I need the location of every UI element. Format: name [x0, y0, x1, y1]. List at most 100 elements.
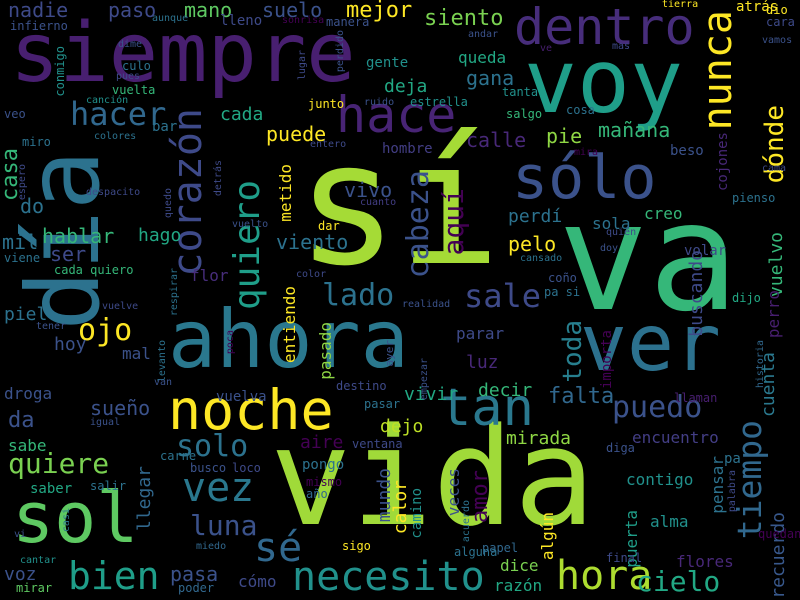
word-piel: piel [4, 304, 48, 325]
word-ojo: ojo [78, 313, 133, 348]
word-queda: queda [458, 48, 507, 67]
word-cara: cara [766, 15, 795, 29]
word-flores: flores [676, 552, 734, 571]
word-tierra: tierra [662, 0, 699, 10]
word-lleno: lleno [220, 13, 263, 29]
word-color: color [296, 269, 327, 280]
word-dime: dime [118, 39, 143, 50]
word-cielo: cielo [636, 565, 721, 598]
word-puedo: puedo [612, 390, 703, 425]
word-deja: deja [384, 76, 428, 97]
word-vi: vi [14, 529, 27, 540]
word-sueno: sueño [90, 396, 151, 420]
word-perro: perro [764, 290, 783, 339]
word-veo: veo [4, 107, 26, 121]
word-mil: mil [2, 230, 39, 254]
word-importa: importa [599, 330, 615, 390]
word-papel: papel [482, 541, 519, 555]
word-vuelva: vuelva [216, 389, 267, 405]
word-vida: vida [270, 399, 596, 556]
word-busco: busco [190, 461, 227, 475]
word-infierno: infierno [10, 19, 68, 33]
word-ayer: ayer [383, 340, 396, 367]
word-hora: hora [556, 553, 653, 599]
word-beso: beso [670, 143, 704, 159]
word-camino: camino [409, 488, 425, 539]
word-siento: siento [424, 6, 504, 31]
word-pues: pues [116, 71, 141, 82]
word-voy: voy [524, 30, 683, 133]
word-estrella: estrella [410, 95, 468, 109]
word-gente: gente [366, 55, 409, 71]
word-mejor: mejor [346, 0, 413, 23]
word-veces: veces [444, 468, 463, 517]
word-conmigo: conmigo [53, 46, 67, 97]
word-pongo: pongo [302, 457, 345, 473]
word-doy: doy [600, 243, 619, 254]
word-pa: pa [724, 451, 741, 467]
word-aqui: aquí [437, 188, 470, 256]
word-manana: mañana [598, 118, 671, 142]
word-cancion: canción [86, 95, 129, 106]
word-ruido: ruido [364, 97, 395, 108]
word-ver: ver [580, 299, 721, 389]
word-cansado: cansado [520, 253, 563, 264]
word-voz: voz [4, 564, 37, 585]
word-aunque: aunque [152, 13, 189, 24]
word-amor: amor [468, 470, 493, 523]
word-algun: algún [538, 512, 557, 561]
word-metido: metido [276, 164, 295, 222]
word-vuelta: vuelta [112, 83, 156, 97]
word-loco: loco [232, 461, 261, 475]
word-cabeza: cabeza [401, 170, 436, 279]
word-levanto: levanto [157, 340, 168, 383]
word-solo: solo [176, 429, 249, 464]
word-necesito: necesito [292, 554, 485, 600]
word-razon: razón [494, 576, 543, 595]
word-perdi: perdí [508, 206, 563, 227]
word-hombre: hombre [382, 141, 433, 157]
word-pienso: pienso [732, 191, 776, 205]
word-detras: detrás [213, 160, 224, 197]
word-cojones: cojones [715, 132, 731, 192]
word-nadie: nadie [8, 0, 69, 22]
word-mismo: mismo [306, 475, 343, 489]
word-viento: viento [276, 230, 349, 254]
word-creo: creo [644, 204, 683, 223]
word-sola: sola [592, 214, 631, 233]
word-flor: flor [190, 266, 229, 285]
word-cosa: cosa [566, 103, 595, 117]
word-droga: droga [4, 384, 53, 403]
word-ahora: ahora [168, 293, 409, 386]
word-historia: historia [755, 340, 766, 389]
word-hoy: hoy [54, 334, 87, 355]
word-pa-si: pa si [544, 285, 581, 299]
word-sigo: sigo [342, 539, 371, 553]
word-vuelve: vuelve [102, 301, 139, 312]
word-colores: colores [94, 131, 137, 142]
word-sale: sale [464, 277, 542, 315]
word-empezar: empezar [419, 358, 430, 401]
word-mira: mira [574, 147, 599, 158]
word-bien: bien [68, 554, 160, 598]
word-pasado: pasado [316, 322, 335, 380]
word-poder: poder [178, 581, 215, 595]
word-mal: mal [122, 344, 151, 363]
word-paso: paso [108, 0, 157, 22]
word-perdido: perdido [335, 30, 346, 73]
word-vamos: vamos [762, 35, 793, 46]
word-hace: hace [336, 86, 457, 144]
word-se: sé [254, 525, 303, 571]
word-cuanto: cuanto [360, 197, 397, 208]
word-ser: ser [50, 242, 87, 266]
word-realidad: realidad [402, 299, 451, 310]
word-miro: miro [22, 135, 51, 149]
word-ve: ve [540, 43, 553, 54]
word-quedan: quedan [758, 527, 800, 541]
word-buscando: buscando [686, 250, 707, 337]
word-ano: año [306, 487, 328, 501]
word-quedo: quedo [163, 188, 174, 219]
word-sol: sol [12, 477, 139, 559]
word-pasa: pasa [170, 562, 219, 586]
word-vuelvo: vuelvo [766, 232, 787, 298]
